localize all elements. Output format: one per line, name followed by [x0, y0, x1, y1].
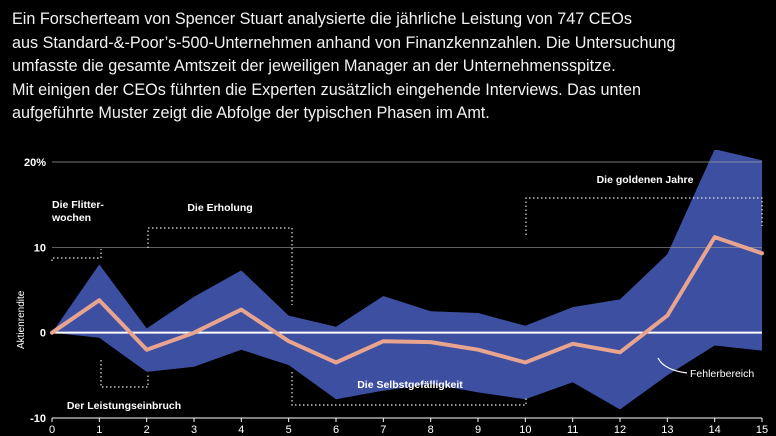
- x-tick-label: 12: [614, 424, 626, 436]
- x-tick-label: 6: [333, 424, 339, 436]
- x-tick-label: 0: [49, 424, 55, 436]
- intro-text: Ein Forscherteam von Spencer Stuart anal…: [12, 8, 772, 126]
- y-tick-label: -10: [30, 413, 46, 425]
- label-goldene-jahre: Die goldenen Jahre: [597, 174, 694, 186]
- bracket-leistungseinbruch: [100, 360, 149, 388]
- x-tick-label: 1: [96, 424, 102, 436]
- x-tick-label: 13: [661, 424, 673, 436]
- label-selbstgefaelligkeit: Die Selbstgefälligkeit: [357, 379, 463, 391]
- x-tick-label: 9: [475, 424, 481, 436]
- intro-line: Mit einigen der CEOs führten die Experte…: [12, 80, 641, 99]
- intro-line: umfasste die gesamte Amtszeit der jeweil…: [12, 57, 616, 76]
- x-tick-label: 15: [756, 424, 768, 436]
- bracket-erholung: [147, 227, 293, 305]
- label-leistungseinbruch: Der Leistungseinbruch: [67, 400, 181, 412]
- x-tick-label: 10: [519, 424, 531, 436]
- x-tick-label: 14: [709, 424, 721, 436]
- series-line: [50, 235, 764, 365]
- x-tick-label: 3: [191, 424, 197, 436]
- intro-line: aufgeführte Muster zeigt die Abfolge der…: [12, 104, 490, 123]
- y-tick-label: 10: [34, 242, 46, 254]
- x-tick-label: 7: [380, 424, 386, 436]
- series-layer: [50, 235, 764, 365]
- label-fehlerbereich: Fehlerbereich: [690, 368, 754, 380]
- intro-line: Ein Forscherteam von Spencer Stuart anal…: [12, 10, 632, 28]
- bracket-selbstgefaelligkeit: [291, 372, 527, 406]
- x-tick-label: 4: [238, 424, 244, 436]
- annotation-layer: Die Flitter-wochen Die Erholung Der Leistu…: [51, 174, 763, 412]
- x-tick-label: 8: [428, 424, 434, 436]
- y-axis-label: Aktienrendite: [16, 290, 27, 349]
- bracket-flitterwochen: [51, 249, 102, 261]
- error-band-layer: [52, 150, 762, 410]
- y-tick-label: 0: [40, 328, 46, 340]
- x-tick-label: 5: [286, 424, 292, 436]
- label-erholung: Die Erholung: [187, 202, 252, 214]
- x-tick-label: 11: [567, 424, 578, 436]
- label-flitterwochen: Die Flitter-wochen: [51, 199, 104, 224]
- axis-layer: 20%100-100 1 2 3 4 5 6 7 8 9 10 11 12 13 14 15Aktienren…: [16, 157, 768, 436]
- pointer-fehlerbereich: [657, 357, 688, 374]
- error-band-area: [52, 150, 762, 410]
- x-tick-label: 2: [144, 424, 150, 436]
- intro-line: aus Standard-&-Poor’s-500-Unternehmen an…: [12, 33, 676, 52]
- y-tick-label: 20%: [24, 157, 46, 169]
